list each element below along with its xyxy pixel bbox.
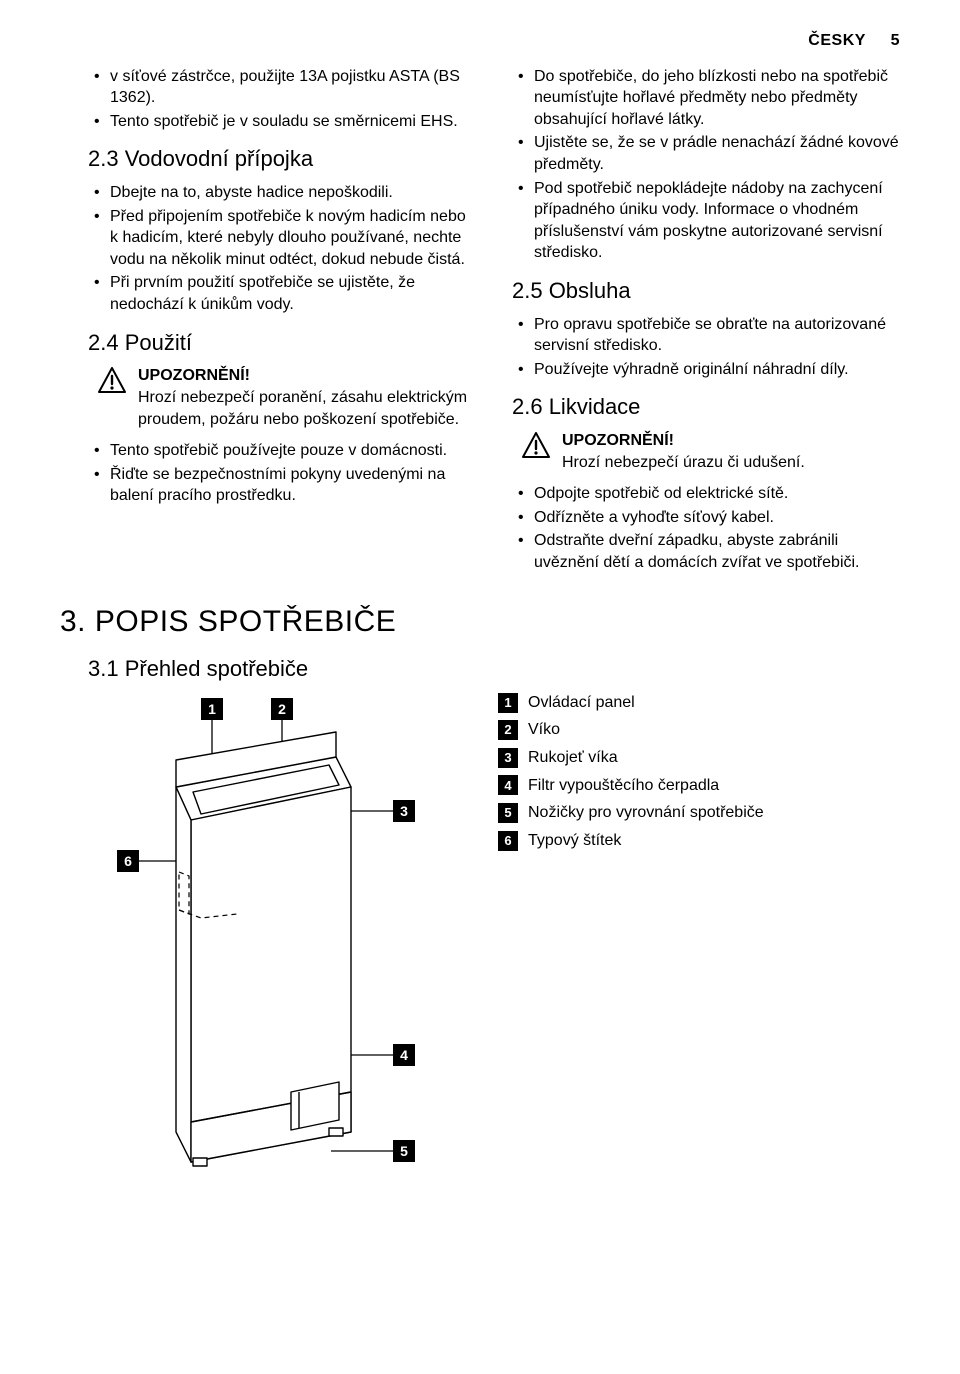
legend-badge: 2 bbox=[498, 720, 518, 740]
warning-text: UPOZORNĚNÍ! Hrozí nebezpečí úrazu či udu… bbox=[562, 430, 900, 473]
warning-title: UPOZORNĚNÍ! bbox=[138, 365, 476, 387]
list-item: Před připojením spotřebiče k novým hadic… bbox=[88, 206, 476, 271]
list-item: Odstraňte dveřní západku, abyste zabráni… bbox=[512, 530, 900, 573]
right-column: Do spotřebiče, do jeho blízkosti nebo na… bbox=[512, 66, 900, 584]
heading-2-4: 2.4 Použití bbox=[88, 328, 476, 358]
right-top-bullets: Do spotřebiče, do jeho blízkosti nebo na… bbox=[512, 66, 900, 264]
warning-icon bbox=[98, 367, 126, 400]
list-item: Odpojte spotřebič od elektrické sítě. bbox=[512, 483, 900, 505]
list-item: Řiďte se bezpečnostními pokyny uvedenými… bbox=[88, 464, 476, 507]
list-item: Ujistěte se, že se v prádle nenachází žá… bbox=[512, 132, 900, 175]
list-item: Používejte výhradně originální náhradní … bbox=[512, 359, 900, 381]
legend-label: Víko bbox=[528, 719, 560, 741]
legend-label: Filtr vypouštěcího čerpadla bbox=[528, 775, 719, 797]
legend-item: 6 Typový štítek bbox=[498, 830, 900, 852]
pre-23-bullets: v síťové zástrčce, použijte 13A pojistku… bbox=[88, 66, 476, 133]
warning-body: Hrozí nebezpečí poranění, zásahu elektri… bbox=[138, 387, 476, 430]
legend-badge: 4 bbox=[498, 775, 518, 795]
heading-2-5: 2.5 Obsluha bbox=[512, 276, 900, 306]
list-item: Dbejte na to, abyste hadice nepoškodili. bbox=[88, 182, 476, 204]
list-item: Tento spotřebič je v souladu se směrnice… bbox=[88, 111, 476, 133]
svg-text:4: 4 bbox=[400, 1047, 408, 1063]
legend-item: 4 Filtr vypouštěcího čerpadla bbox=[498, 775, 900, 797]
svg-text:2: 2 bbox=[278, 701, 286, 717]
svg-text:3: 3 bbox=[400, 803, 408, 819]
warning-2-6: UPOZORNĚNÍ! Hrozí nebezpečí úrazu či udu… bbox=[512, 430, 900, 473]
svg-text:6: 6 bbox=[124, 853, 132, 869]
list-item: Pod spotřebič nepokládejte nádoby na zac… bbox=[512, 178, 900, 264]
left-column: v síťové zástrčce, použijte 13A pojistku… bbox=[60, 66, 476, 584]
warning-text: UPOZORNĚNÍ! Hrozí nebezpečí poranění, zá… bbox=[138, 365, 476, 430]
legend-item: 5 Nožičky pro vyrovnání spotřebiče bbox=[498, 802, 900, 824]
s24-bullets: Tento spotřebič používejte pouze v domác… bbox=[88, 440, 476, 507]
list-item: Do spotřebiče, do jeho blízkosti nebo na… bbox=[512, 66, 900, 131]
list-item: Při prvním použití spotřebiče se ujistět… bbox=[88, 272, 476, 315]
overview-row: 1 2 3 4 5 6 bbox=[60, 692, 900, 1172]
list-item: Odřízněte a vyhoďte síťový kabel. bbox=[512, 507, 900, 529]
diagram-legend: 1 Ovládací panel 2 Víko 3 Rukojeť víka 4… bbox=[498, 692, 900, 1172]
page-number: 5 bbox=[891, 32, 900, 49]
legend-badge: 6 bbox=[498, 831, 518, 851]
warning-title: UPOZORNĚNÍ! bbox=[562, 430, 900, 452]
s23-bullets: Dbejte na to, abyste hadice nepoškodili.… bbox=[88, 182, 476, 316]
heading-3: 3. POPIS SPOTŘEBIČE bbox=[60, 602, 900, 643]
legend-badge: 1 bbox=[498, 693, 518, 713]
appliance-diagram: 1 2 3 4 5 6 bbox=[60, 692, 462, 1172]
page-header: ČESKY 5 bbox=[60, 30, 900, 52]
s25-bullets: Pro opravu spotřebiče se obraťte na auto… bbox=[512, 314, 900, 381]
heading-3-1: 3.1 Přehled spotřebiče bbox=[88, 654, 900, 684]
warning-icon bbox=[522, 432, 550, 465]
two-column-body: v síťové zástrčce, použijte 13A pojistku… bbox=[60, 66, 900, 584]
legend-label: Typový štítek bbox=[528, 830, 621, 852]
heading-2-6: 2.6 Likvidace bbox=[512, 392, 900, 422]
svg-text:5: 5 bbox=[400, 1143, 408, 1159]
list-item: v síťové zástrčce, použijte 13A pojistku… bbox=[88, 66, 476, 109]
legend-label: Nožičky pro vyrovnání spotřebiče bbox=[528, 802, 764, 824]
warning-body: Hrozí nebezpečí úrazu či udušení. bbox=[562, 452, 900, 474]
legend-label: Ovládací panel bbox=[528, 692, 635, 714]
legend-badge: 3 bbox=[498, 748, 518, 768]
legend-label: Rukojeť víka bbox=[528, 747, 618, 769]
heading-2-3: 2.3 Vodovodní přípojka bbox=[88, 144, 476, 174]
s26-bullets: Odpojte spotřebič od elektrické sítě. Od… bbox=[512, 483, 900, 573]
list-item: Pro opravu spotřebiče se obraťte na auto… bbox=[512, 314, 900, 357]
legend-badge: 5 bbox=[498, 803, 518, 823]
svg-text:1: 1 bbox=[208, 701, 216, 717]
header-lang: ČESKY bbox=[808, 32, 865, 49]
list-item: Tento spotřebič používejte pouze v domác… bbox=[88, 440, 476, 462]
legend-item: 1 Ovládací panel bbox=[498, 692, 900, 714]
warning-2-4: UPOZORNĚNÍ! Hrozí nebezpečí poranění, zá… bbox=[88, 365, 476, 430]
legend-item: 2 Víko bbox=[498, 719, 900, 741]
legend-item: 3 Rukojeť víka bbox=[498, 747, 900, 769]
